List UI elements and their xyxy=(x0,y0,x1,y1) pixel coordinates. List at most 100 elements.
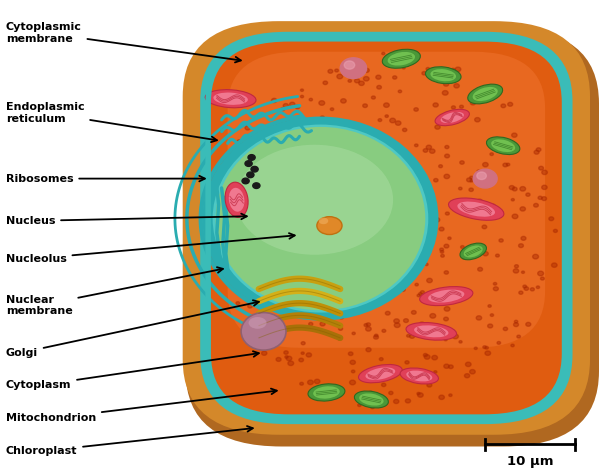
Circle shape xyxy=(417,294,420,297)
Circle shape xyxy=(409,328,413,331)
Circle shape xyxy=(407,335,410,337)
Circle shape xyxy=(461,246,464,249)
Circle shape xyxy=(340,160,344,162)
Ellipse shape xyxy=(216,127,425,310)
Ellipse shape xyxy=(425,67,461,84)
Circle shape xyxy=(363,104,367,108)
Circle shape xyxy=(228,199,233,203)
Circle shape xyxy=(422,71,426,75)
Circle shape xyxy=(389,392,393,395)
Circle shape xyxy=(420,290,425,294)
Ellipse shape xyxy=(358,365,403,383)
Circle shape xyxy=(519,291,523,294)
Circle shape xyxy=(271,98,277,102)
Circle shape xyxy=(264,337,268,340)
Circle shape xyxy=(334,205,339,209)
Circle shape xyxy=(418,393,423,397)
Circle shape xyxy=(323,81,328,85)
Circle shape xyxy=(452,334,458,339)
Circle shape xyxy=(417,392,420,395)
Ellipse shape xyxy=(400,368,438,384)
Circle shape xyxy=(301,230,307,235)
Circle shape xyxy=(394,147,399,152)
Circle shape xyxy=(371,406,374,408)
Circle shape xyxy=(307,380,313,384)
Circle shape xyxy=(538,196,542,199)
Circle shape xyxy=(368,306,372,309)
Circle shape xyxy=(522,271,525,274)
Circle shape xyxy=(501,104,506,108)
Circle shape xyxy=(377,86,382,89)
Circle shape xyxy=(316,194,321,198)
Circle shape xyxy=(434,179,438,182)
Circle shape xyxy=(273,206,278,210)
Circle shape xyxy=(283,103,289,108)
Circle shape xyxy=(274,231,277,234)
Circle shape xyxy=(335,286,340,290)
Circle shape xyxy=(288,361,294,366)
Circle shape xyxy=(301,95,304,98)
Circle shape xyxy=(468,201,474,205)
Circle shape xyxy=(520,187,525,191)
Circle shape xyxy=(283,261,286,264)
Circle shape xyxy=(423,353,428,357)
Circle shape xyxy=(364,77,369,81)
Circle shape xyxy=(317,243,323,248)
Ellipse shape xyxy=(365,368,395,380)
Circle shape xyxy=(412,258,418,263)
Circle shape xyxy=(482,225,487,229)
Circle shape xyxy=(377,190,381,193)
Circle shape xyxy=(539,166,543,170)
Circle shape xyxy=(247,172,254,178)
Ellipse shape xyxy=(406,322,456,340)
Circle shape xyxy=(448,237,451,240)
Circle shape xyxy=(526,193,530,196)
Circle shape xyxy=(237,234,241,237)
Circle shape xyxy=(297,222,303,227)
Circle shape xyxy=(385,115,388,118)
Text: Cytoplasmic
membrane: Cytoplasmic membrane xyxy=(6,22,241,63)
Circle shape xyxy=(553,229,558,233)
Circle shape xyxy=(338,337,341,340)
Circle shape xyxy=(520,207,525,211)
Circle shape xyxy=(294,143,297,146)
Circle shape xyxy=(452,106,455,109)
Circle shape xyxy=(223,196,227,199)
Circle shape xyxy=(459,341,462,343)
Circle shape xyxy=(405,156,408,158)
Circle shape xyxy=(394,319,400,323)
Circle shape xyxy=(320,322,325,326)
Ellipse shape xyxy=(308,384,345,401)
Text: Nucleolus: Nucleolus xyxy=(6,233,295,264)
Ellipse shape xyxy=(249,317,267,329)
Circle shape xyxy=(406,195,409,197)
Circle shape xyxy=(468,209,474,214)
Circle shape xyxy=(451,68,455,72)
Circle shape xyxy=(368,179,374,183)
Circle shape xyxy=(290,272,295,276)
Circle shape xyxy=(300,382,304,385)
Circle shape xyxy=(421,330,424,333)
Circle shape xyxy=(382,52,385,55)
Circle shape xyxy=(261,163,265,166)
Circle shape xyxy=(341,272,346,276)
Circle shape xyxy=(379,358,383,360)
Circle shape xyxy=(255,155,258,157)
Circle shape xyxy=(330,108,334,110)
Circle shape xyxy=(396,61,399,63)
Circle shape xyxy=(253,183,260,188)
Ellipse shape xyxy=(319,218,328,224)
Ellipse shape xyxy=(468,84,503,104)
Circle shape xyxy=(416,379,422,383)
Circle shape xyxy=(355,79,359,83)
Circle shape xyxy=(297,296,301,300)
Circle shape xyxy=(357,181,361,184)
Ellipse shape xyxy=(205,90,256,108)
Text: Ribosomes: Ribosomes xyxy=(6,173,205,184)
Circle shape xyxy=(455,67,461,71)
Circle shape xyxy=(404,319,409,322)
Circle shape xyxy=(295,105,300,109)
Circle shape xyxy=(308,274,313,277)
Ellipse shape xyxy=(359,393,383,406)
Circle shape xyxy=(392,76,397,79)
